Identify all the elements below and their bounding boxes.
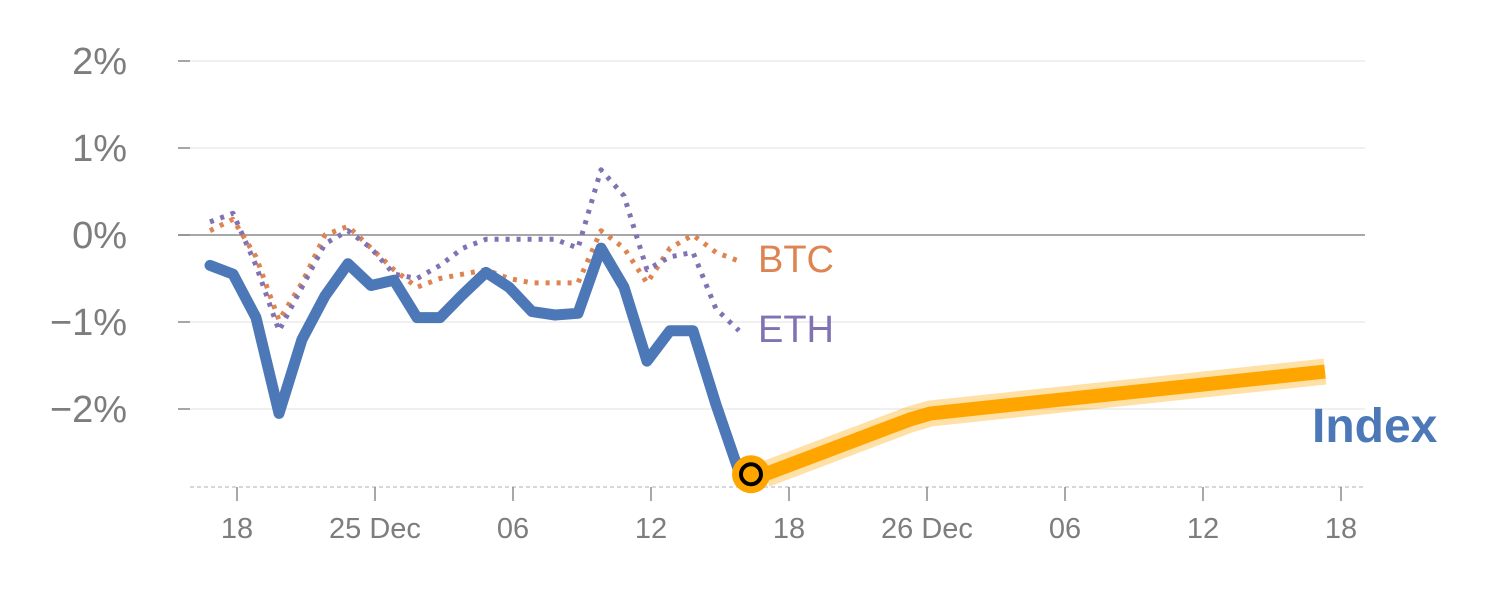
y-tick-label: 1%	[72, 128, 127, 170]
x-tick-label: 06	[497, 513, 529, 545]
y-tick-label: 2%	[72, 41, 127, 83]
series-labels: BTC ETH Index	[758, 239, 1438, 453]
gridlines	[178, 60, 1365, 410]
x-tick-label: 12	[1187, 513, 1219, 545]
y-tick-label: −2%	[50, 389, 127, 431]
x-tick-label: 25 Dec	[329, 513, 421, 545]
forecast-marker	[739, 462, 763, 487]
forecast-marker-halo	[732, 455, 770, 494]
forecast-line	[762, 364, 1326, 481]
series-line-btc	[208, 216, 740, 323]
x-tick-label: 26 Dec	[881, 513, 973, 545]
x-tick-label: 18	[221, 513, 253, 545]
y-axis: 2% 1% 0% −1% −2%	[50, 41, 190, 431]
series-lines	[204, 167, 1327, 494]
series-line-index	[204, 242, 745, 478]
series-line-eth	[209, 167, 741, 334]
x-tick-label: 18	[773, 513, 805, 545]
x-tick-label: 06	[1049, 513, 1081, 545]
series-label-eth: ETH	[758, 309, 834, 351]
x-tick-label: 18	[1325, 513, 1357, 545]
series-label-index: Index	[1312, 400, 1438, 453]
y-tick-label: 0%	[72, 215, 127, 257]
x-tick-label: 12	[635, 513, 667, 545]
x-axis: 18 25 Dec 06 12 18 26 Dec 06 12 18	[190, 486, 1365, 545]
y-tick-label: −1%	[50, 302, 127, 344]
series-label-btc: BTC	[758, 239, 834, 281]
